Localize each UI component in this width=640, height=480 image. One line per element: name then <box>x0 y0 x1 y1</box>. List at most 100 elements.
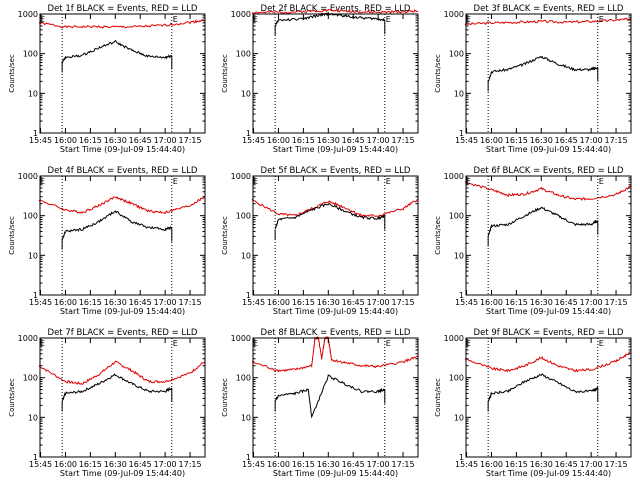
y-tick-label: 100 <box>449 212 464 221</box>
marker-label: E <box>40 15 45 24</box>
x-tick-label: 17:15 <box>179 136 202 145</box>
x-tick-label: 17:00 <box>367 460 390 469</box>
series-line-events <box>274 11 385 28</box>
y-tick-label: 100 <box>236 212 251 221</box>
y-tick-label: 10 <box>241 89 251 98</box>
x-tick-label: 16:15 <box>79 136 102 145</box>
marker-label: E <box>599 15 604 24</box>
series-line-lld <box>38 360 206 385</box>
x-tick-label: 17:00 <box>154 136 177 145</box>
marker-label: E <box>173 177 178 186</box>
series-line-events <box>274 374 386 419</box>
y-tick-label: 10 <box>454 89 464 98</box>
marker-label: E <box>40 177 45 186</box>
x-tick-label: 15:45 <box>455 298 478 307</box>
x-tick-label: 16:15 <box>79 298 102 307</box>
chart-title: Det 5f BLACK = Events, RED = LLD <box>261 166 411 176</box>
plot-frame <box>39 175 206 296</box>
marker-label: E <box>386 15 391 24</box>
y-tick-label: 10 <box>454 413 464 422</box>
y-axis-label: Counts/sec <box>8 378 16 417</box>
y-tick-label: 1 <box>246 291 251 300</box>
plot-frame <box>465 337 632 458</box>
y-tick-label: 10 <box>241 413 251 422</box>
x-tick-label: 16:00 <box>267 136 290 145</box>
x-tick-label: 16:00 <box>267 298 290 307</box>
x-tick-label: 15:45 <box>29 460 52 469</box>
x-tick-label: 16:00 <box>54 136 77 145</box>
series-line-lld <box>38 196 206 215</box>
x-axis-label: Start Time (09-Jul-09 15:44:40) <box>273 469 398 478</box>
marker-label: E <box>466 15 471 24</box>
x-axis-label: Start Time (09-Jul-09 15:44:40) <box>60 145 185 154</box>
y-tick-label: 10 <box>28 413 38 422</box>
x-tick-label: 17:00 <box>580 136 603 145</box>
chart-title: Det 2f BLACK = Events, RED = LLD <box>261 4 411 14</box>
y-axis-label: Counts/sec <box>221 54 229 93</box>
y-axis-label: Counts/sec <box>434 54 442 93</box>
x-tick-label: 16:45 <box>342 298 365 307</box>
chart-title: Det 3f BLACK = Events, RED = LLD <box>474 4 624 14</box>
x-tick-label: 17:00 <box>154 460 177 469</box>
x-tick-label: 17:00 <box>367 298 390 307</box>
marker-label: E <box>253 177 258 186</box>
x-axis-label: Start Time (09-Jul-09 15:44:40) <box>60 307 185 316</box>
plot-frame <box>252 13 419 134</box>
x-tick-label: 16:30 <box>317 298 340 307</box>
x-tick-label: 17:15 <box>179 298 202 307</box>
x-tick-label: 16:45 <box>342 460 365 469</box>
plot-frame <box>252 175 419 296</box>
y-tick-label: 1000 <box>18 10 38 19</box>
x-tick-label: 16:15 <box>292 460 315 469</box>
x-tick-label: 16:45 <box>555 298 578 307</box>
x-axis-label: Start Time (09-Jul-09 15:44:40) <box>60 469 185 478</box>
x-axis-label: Start Time (09-Jul-09 15:44:40) <box>486 145 611 154</box>
x-tick-label: 17:00 <box>367 136 390 145</box>
x-tick-label: 17:15 <box>392 298 415 307</box>
x-tick-label: 17:15 <box>605 298 628 307</box>
x-tick-label: 16:45 <box>129 136 152 145</box>
chart-title: Det 6f BLACK = Events, RED = LLD <box>474 166 624 176</box>
series-line-lld <box>464 181 632 201</box>
y-tick-label: 1000 <box>444 172 464 181</box>
series-line-events <box>61 39 173 64</box>
y-tick-label: 1 <box>246 129 251 138</box>
series-line-lld <box>38 19 206 29</box>
x-tick-label: 17:00 <box>580 298 603 307</box>
plot-frame <box>252 337 419 458</box>
x-tick-label: 15:45 <box>242 136 265 145</box>
x-tick-label: 17:15 <box>605 460 628 469</box>
x-tick-label: 15:45 <box>29 136 52 145</box>
y-tick-label: 1000 <box>444 334 464 343</box>
x-tick-label: 16:15 <box>292 298 315 307</box>
chart-title: Det 4f BLACK = Events, RED = LLD <box>48 166 198 176</box>
y-tick-label: 10 <box>454 251 464 260</box>
x-tick-label: 16:45 <box>129 298 152 307</box>
x-tick-label: 16:30 <box>530 136 553 145</box>
x-tick-label: 17:00 <box>154 298 177 307</box>
x-tick-label: 16:45 <box>129 460 152 469</box>
x-tick-label: 16:45 <box>342 136 365 145</box>
x-tick-label: 15:45 <box>455 460 478 469</box>
y-axis-label: Counts/sec <box>8 54 16 93</box>
chart-title: Det 8f BLACK = Events, RED = LLD <box>261 328 411 338</box>
marker-label: E <box>599 339 604 348</box>
marker-label: E <box>173 15 178 24</box>
series-line-lld <box>251 8 419 14</box>
marker-label: E <box>599 177 604 186</box>
x-tick-label: 16:30 <box>104 460 127 469</box>
x-tick-label: 16:45 <box>555 136 578 145</box>
y-axis-label: Counts/sec <box>434 378 442 417</box>
y-tick-label: 100 <box>23 212 38 221</box>
y-axis-label: Counts/sec <box>8 216 16 255</box>
marker-label: E <box>40 339 45 348</box>
x-tick-label: 16:30 <box>530 460 553 469</box>
y-tick-label: 1000 <box>231 10 251 19</box>
y-tick-label: 1000 <box>18 172 38 181</box>
x-tick-label: 17:15 <box>605 136 628 145</box>
x-axis-label: Start Time (09-Jul-09 15:44:40) <box>486 307 611 316</box>
y-tick-label: 1 <box>459 453 464 462</box>
